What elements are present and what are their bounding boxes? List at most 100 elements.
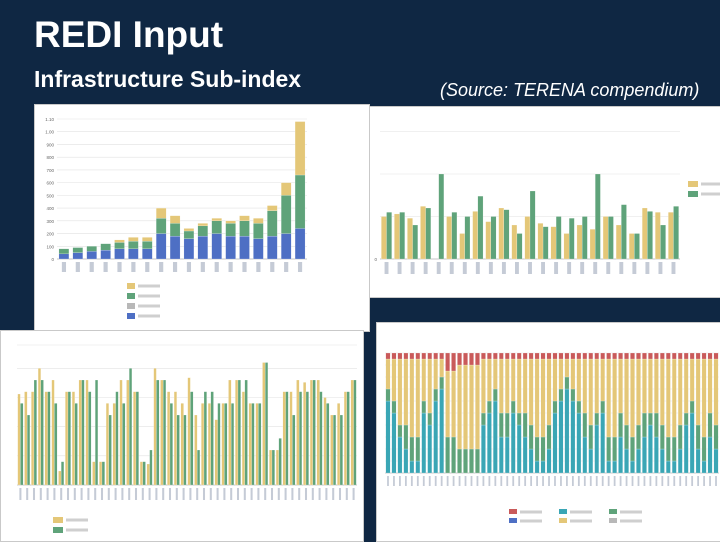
bar: [668, 212, 674, 260]
bar-segment: [397, 352, 403, 360]
bar-segment: [510, 412, 516, 474]
bar-segment: [169, 235, 181, 260]
category-label-placeholder: [75, 262, 80, 272]
category-label-placeholder: [410, 476, 413, 486]
bar-segment: [564, 358, 570, 378]
category-label-placeholder: [172, 262, 178, 272]
category-label-placeholder: [506, 476, 509, 486]
category-label-placeholder: [458, 476, 461, 486]
bar-segment: [100, 249, 111, 260]
bar-segment: [582, 412, 588, 438]
category-label-placeholder: [168, 488, 172, 500]
bar-segment: [695, 352, 701, 360]
category-label-placeholder: [200, 262, 205, 272]
category-label-placeholder: [298, 488, 301, 500]
legend-swatch: [127, 293, 135, 299]
category-label-placeholder: [416, 476, 419, 486]
bar-segment: [600, 352, 605, 360]
bar: [285, 391, 289, 486]
category-label-placeholder: [270, 488, 274, 500]
bar-segment: [397, 358, 403, 426]
legend-label-placeholder: [520, 510, 542, 514]
bar-segment: [689, 412, 695, 474]
bar-segment: [267, 205, 278, 211]
bar-segment: [385, 388, 391, 402]
bar: [333, 414, 337, 486]
bar-segment: [564, 388, 570, 474]
category-label-placeholder: [134, 488, 138, 500]
bar-segment: [624, 358, 629, 426]
slide-title: REDI Input: [34, 14, 224, 55]
category-label-placeholder: [422, 476, 425, 486]
bar-segment: [415, 436, 421, 462]
bar-segment: [642, 352, 647, 360]
chart-panel-2: 0: [369, 106, 720, 298]
bar: [615, 224, 622, 260]
category-label-placeholder: [649, 476, 652, 486]
category-label-placeholder: [500, 476, 503, 486]
category-label-placeholder: [566, 476, 568, 486]
bar-segment: [630, 358, 635, 438]
bar-segment: [391, 412, 397, 474]
bar: [337, 403, 341, 486]
bar-segment: [528, 358, 534, 426]
bar-segment: [666, 460, 671, 474]
bar-segment: [281, 195, 292, 234]
bar-segment: [169, 215, 181, 224]
bar-segment: [570, 352, 576, 360]
bar-segment: [415, 352, 421, 360]
bar-segment: [558, 358, 564, 390]
bar: [214, 419, 218, 486]
bar-segment: [552, 352, 558, 360]
bar-segment: [463, 448, 468, 474]
category-label-placeholder: [607, 476, 610, 486]
bar-segment: [58, 248, 70, 255]
bar-segment: [169, 223, 181, 237]
category-label-placeholder: [580, 262, 585, 274]
bar-segment: [445, 436, 450, 474]
bar: [303, 382, 307, 486]
bar-segment: [451, 436, 456, 474]
bar-segment: [713, 352, 719, 360]
legend-swatch: [53, 527, 63, 533]
bar: [292, 414, 296, 486]
bar-segment: [689, 400, 695, 414]
category-label-placeholder: [39, 488, 42, 500]
legend-swatch: [559, 509, 567, 514]
bar: [139, 461, 143, 486]
bar: [464, 216, 471, 260]
bar: [235, 379, 239, 486]
category-label-placeholder: [637, 476, 640, 486]
bar-segment: [534, 436, 540, 462]
category-label-placeholder: [475, 262, 480, 274]
bar-segment: [516, 352, 522, 360]
category-label-placeholder: [645, 262, 650, 274]
category-label-placeholder: [214, 262, 219, 272]
category-label-placeholder: [583, 476, 586, 486]
bar-segment: [654, 412, 659, 438]
bar: [183, 414, 187, 486]
bar: [17, 393, 21, 486]
category-label-placeholder: [715, 476, 717, 486]
category-label-placeholder: [128, 488, 131, 500]
legend-swatch: [127, 283, 135, 289]
category-label-placeholder: [542, 476, 544, 486]
category-label-placeholder: [632, 262, 637, 274]
bar: [258, 403, 262, 486]
bar-segment: [294, 121, 306, 176]
bar-segment: [666, 358, 671, 438]
bar: [563, 233, 570, 260]
category-label-placeholder: [291, 488, 294, 500]
bar-segment: [636, 352, 641, 360]
bar-segment: [546, 358, 552, 426]
bar-segment: [183, 228, 195, 232]
bar-segment: [630, 436, 635, 462]
category-label-placeholder: [107, 488, 110, 500]
bar-segment: [487, 358, 492, 402]
bar: [381, 216, 387, 260]
bar: [262, 362, 266, 486]
bar-segment: [142, 248, 153, 260]
bar-segment: [415, 460, 421, 474]
category-label-placeholder: [560, 476, 562, 486]
bar: [655, 212, 661, 260]
